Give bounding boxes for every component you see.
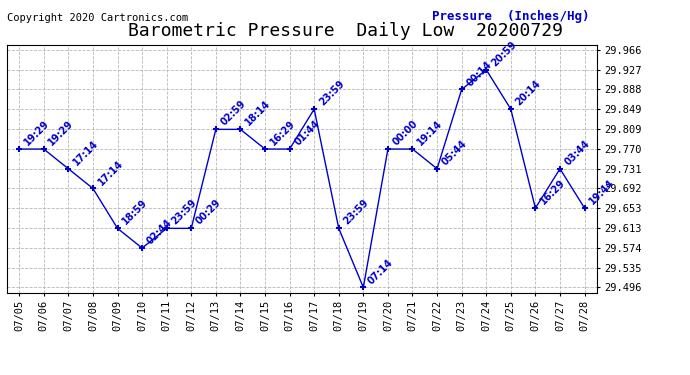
Text: Pressure  (Inches/Hg): Pressure (Inches/Hg) — [432, 10, 589, 23]
Text: 23:59: 23:59 — [342, 198, 371, 227]
Text: 18:14: 18:14 — [244, 99, 273, 128]
Text: 16:29: 16:29 — [538, 178, 567, 207]
Text: 02:59: 02:59 — [219, 99, 248, 128]
Text: 17:14: 17:14 — [96, 158, 125, 187]
Text: 20:14: 20:14 — [514, 79, 543, 108]
Text: 16:29: 16:29 — [268, 118, 297, 147]
Text: 03:44: 03:44 — [563, 138, 592, 167]
Text: 18:59: 18:59 — [121, 198, 150, 227]
Text: Barometric Pressure  Daily Low  20200729: Barometric Pressure Daily Low 20200729 — [128, 22, 562, 40]
Text: 01:44: 01:44 — [293, 118, 322, 147]
Text: 00:00: 00:00 — [391, 118, 420, 147]
Text: 17:14: 17:14 — [71, 138, 100, 167]
Text: 00:29: 00:29 — [194, 198, 223, 227]
Text: 00:14: 00:14 — [464, 59, 493, 88]
Text: 19:14: 19:14 — [415, 118, 444, 147]
Text: 23:59: 23:59 — [317, 79, 346, 108]
Text: 05:44: 05:44 — [440, 138, 469, 167]
Text: Copyright 2020 Cartronics.com: Copyright 2020 Cartronics.com — [7, 13, 188, 23]
Text: 20:59: 20:59 — [489, 39, 518, 68]
Text: 07:14: 07:14 — [366, 257, 395, 286]
Text: 02:44: 02:44 — [145, 217, 174, 246]
Text: 19:44: 19:44 — [587, 178, 616, 207]
Text: 19:29: 19:29 — [22, 118, 51, 147]
Text: 19:29: 19:29 — [47, 118, 76, 147]
Text: 23:59: 23:59 — [170, 198, 199, 227]
